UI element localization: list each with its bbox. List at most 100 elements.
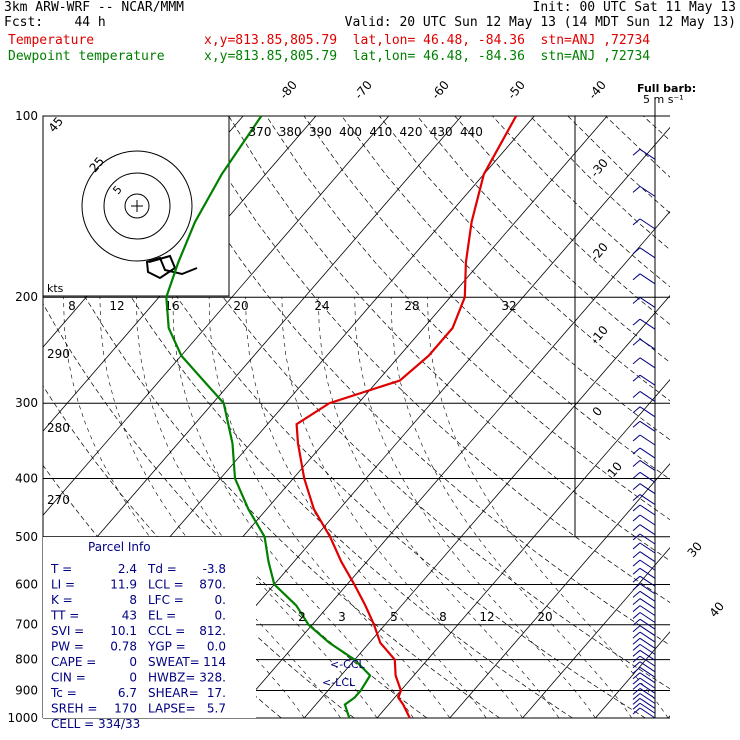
- wind-barb: [632, 524, 656, 536]
- wind-barb: [632, 471, 656, 483]
- wind-barb: [632, 185, 656, 197]
- wind-legend-label: Full barb:: [637, 82, 696, 95]
- dry-adiabat: [115, 116, 670, 690]
- dewpoint-location: x,y=813.85,805.79 lat,lon= 46.48, -84.36…: [204, 49, 651, 64]
- ccl-marker: <-CCL: [330, 658, 366, 671]
- pressure-label: 700: [15, 618, 38, 632]
- wind-barb: [632, 575, 656, 587]
- pressure-label: 200: [15, 290, 38, 304]
- wind-barb: [632, 551, 656, 563]
- moist-adiabat: [245, 297, 487, 718]
- theta-label: 440: [460, 125, 483, 139]
- wind-barb: [632, 338, 656, 350]
- dewpoint-label: Dewpoint temperature: [8, 49, 165, 64]
- isotherm-label: -20: [588, 240, 611, 264]
- dry-adiabat: [605, 116, 670, 178]
- dry-adiabat: [43, 121, 573, 718]
- wind-barb: [632, 697, 656, 709]
- wind-barb: [632, 391, 656, 402]
- pressure-label: 100: [15, 109, 38, 123]
- pressure-label: 800: [15, 653, 38, 667]
- isotherm-label: -40: [586, 78, 609, 102]
- isotherm: [522, 547, 670, 718]
- wind-barb: [632, 559, 656, 571]
- mixing-ratio-label: 20: [537, 610, 552, 624]
- wind-barb: [632, 494, 656, 505]
- dry-adiabat: [416, 116, 670, 363]
- model-title: 3km ARW-WRF -- NCAR/MMM: [4, 0, 185, 15]
- wind-barb: [632, 533, 656, 545]
- wind-barb: [632, 618, 656, 630]
- parcel-info-value: 6.7: [118, 686, 137, 700]
- hodograph-ring: [124, 193, 150, 219]
- hodograph-axis-label: kts: [47, 282, 64, 295]
- dry-adiabat: [492, 116, 670, 288]
- wind-barb: [632, 637, 656, 649]
- dewpoint-trace: [165, 115, 372, 719]
- speed-tick-label: 12: [109, 299, 124, 313]
- theta-label: 410: [369, 125, 392, 139]
- pressure-label: 400: [15, 471, 38, 485]
- dry-adiabat: [341, 116, 670, 441]
- hodograph-ring: [103, 172, 171, 240]
- parcel-info-value: 8: [129, 593, 137, 607]
- hodograph-ring: [81, 150, 193, 262]
- dry-adiabat: [266, 116, 670, 521]
- speed-tick-label: 20: [233, 299, 248, 313]
- temperature-location: x,y=813.85,805.79 lat,lon= 46.48, -84.36…: [204, 33, 651, 48]
- pressure-label: 1000: [7, 711, 38, 725]
- theta-label: 400: [339, 125, 362, 139]
- pressure-label: 300: [15, 396, 38, 410]
- parcel-info-value: 10.1: [110, 624, 137, 638]
- parcel-info-value: 870.: [199, 578, 226, 592]
- valid-time: Valid: 20 UTC Sun 12 May 13 (14 MDT Sun …: [344, 15, 736, 30]
- wind-barb: [632, 273, 656, 285]
- parcel-info-value: 11.9: [110, 578, 137, 592]
- wind-barb: [632, 707, 656, 719]
- parcel-info-key: SREH =: [51, 702, 97, 716]
- parcel-info-title: Parcel Info: [88, 540, 151, 554]
- wind-barb: [632, 460, 656, 471]
- wind-barb: [632, 655, 656, 667]
- parcel-info-key: LFC =: [148, 593, 184, 607]
- isotherm-label: -60: [429, 78, 452, 102]
- parcel-info-key: LAPSE=: [148, 702, 196, 716]
- pressure-label: 900: [15, 683, 38, 697]
- theta-label: 420: [400, 125, 423, 139]
- temperature-trace: [295, 115, 518, 719]
- lcl-marker: <-LCL: [322, 676, 356, 689]
- wind-barb: [632, 406, 656, 418]
- wind-barb: [632, 672, 656, 684]
- parcel-info-key: Td =: [147, 562, 177, 576]
- isotherm-label: -80: [277, 78, 300, 102]
- wind-barb: [632, 643, 656, 655]
- moist-adiabat: [390, 297, 633, 718]
- side-label: 280: [47, 421, 70, 435]
- wind-barb: [632, 374, 656, 386]
- wind-barb: [632, 297, 656, 308]
- wind-barb: [632, 420, 656, 432]
- parcel-info-key: TT =: [50, 609, 79, 623]
- parcel-info-key: CIN =: [51, 671, 86, 685]
- isotherm: [376, 379, 670, 718]
- init-time: Init: 00 UTC Sat 11 May 13: [532, 0, 737, 15]
- temperature-label: Temperature: [8, 33, 95, 48]
- parcel-info-key: CCL =: [148, 624, 185, 638]
- parcel-info-box: [43, 537, 256, 718]
- wind-barb: [632, 631, 656, 643]
- mixing-ratio-label: 3: [338, 610, 346, 624]
- dry-adiabat: [228, 116, 670, 562]
- isotherm: [303, 294, 670, 718]
- isotherm: [43, 116, 390, 516]
- dry-adiabat: [77, 116, 646, 718]
- parcel-info-value: 2.4: [118, 562, 137, 576]
- dry-adiabat: [567, 116, 670, 214]
- wind-legend-unit: 5 m s⁻¹: [643, 93, 684, 106]
- wind-barb: [632, 649, 656, 661]
- theta-label: 430: [430, 125, 453, 139]
- parcel-info-key: LCL =: [148, 578, 184, 592]
- parcel-info-key: SVI =: [51, 624, 84, 638]
- wind-barb: [632, 677, 656, 689]
- parcel-info-key: HWBZ=: [148, 671, 195, 685]
- parcel-info-value: -3.8: [203, 562, 226, 576]
